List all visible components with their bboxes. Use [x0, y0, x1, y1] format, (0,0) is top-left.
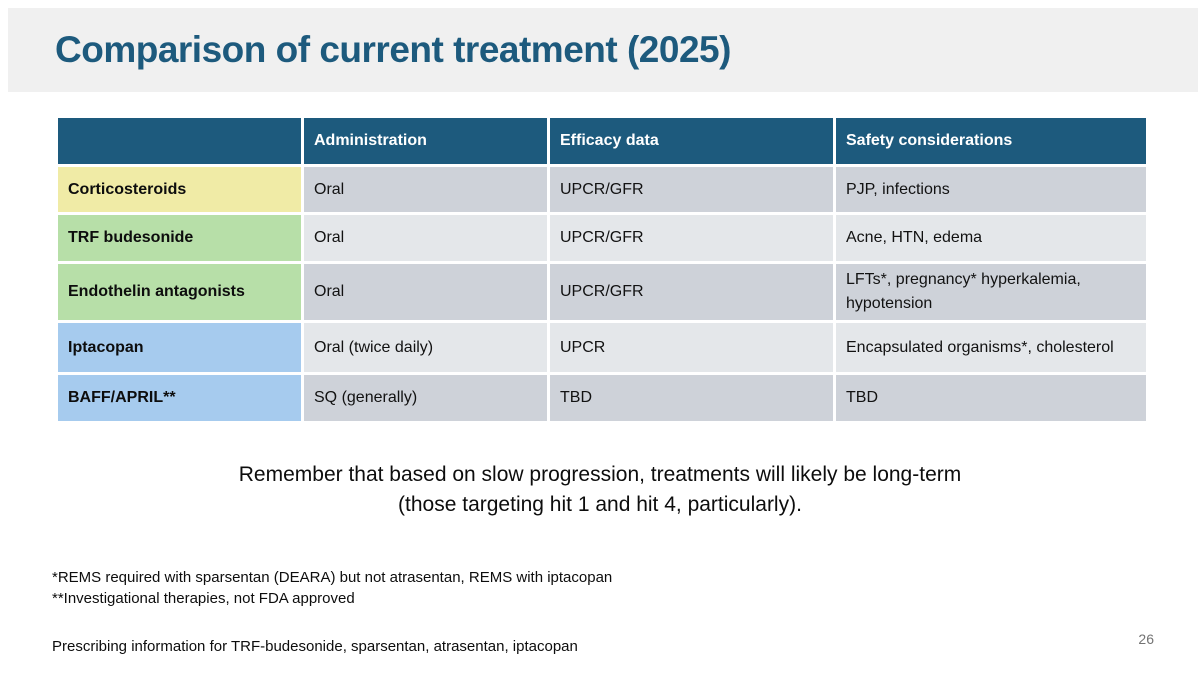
cell-safety: Encapsulated organisms*, cholesterol — [836, 323, 1146, 372]
cell-safety: PJP, infections — [836, 167, 1146, 212]
cell-administration: Oral — [304, 167, 547, 212]
footnote-rems: *REMS required with sparsentan (DEARA) b… — [52, 569, 613, 586]
cell-administration: Oral — [304, 264, 547, 320]
footnote-investigational: **Investigational therapies, not FDA app… — [52, 590, 355, 607]
table-header-efficacy-data: Efficacy data — [550, 118, 833, 164]
title-banner: Comparison of current treatment (2025) — [8, 8, 1198, 92]
row-label-corticosteroids: Corticosteroids — [58, 167, 301, 212]
key-message-note: Remember that based on slow progression,… — [0, 460, 1200, 520]
row-label-trf-budesonide: TRF budesonide — [58, 215, 301, 261]
footnotes: *REMS required with sparsentan (DEARA) b… — [52, 567, 612, 609]
table-row-endothelin-antagonists: Endothelin antagonists Oral UPCR/GFR LFT… — [58, 264, 1146, 320]
row-label-baff-april: BAFF/APRIL** — [58, 375, 301, 421]
cell-safety: LFTs*, pregnancy* hyperkalemia, hypotens… — [836, 264, 1146, 320]
cell-administration: SQ (generally) — [304, 375, 547, 421]
cell-efficacy: TBD — [550, 375, 833, 421]
cell-safety: TBD — [836, 375, 1146, 421]
table-row-trf-budesonide: TRF budesonide Oral UPCR/GFR Acne, HTN, … — [58, 215, 1146, 261]
table-header-administration: Administration — [304, 118, 547, 164]
cell-administration: Oral — [304, 215, 547, 261]
cell-efficacy: UPCR — [550, 323, 833, 372]
cell-efficacy: UPCR/GFR — [550, 215, 833, 261]
table-header-empty — [58, 118, 301, 164]
cell-administration: Oral (twice daily) — [304, 323, 547, 372]
page-number: 26 — [1138, 631, 1154, 647]
cell-efficacy: UPCR/GFR — [550, 167, 833, 212]
row-label-iptacopan: Iptacopan — [58, 323, 301, 372]
table-header-row: Administration Efficacy data Safety cons… — [58, 118, 1146, 164]
prescribing-info-note: Prescribing information for TRF-budesoni… — [52, 638, 578, 655]
slide-title: Comparison of current treatment (2025) — [55, 29, 731, 70]
row-label-endothelin-antagonists: Endothelin antagonists — [58, 264, 301, 320]
table-row-baff-april: BAFF/APRIL** SQ (generally) TBD TBD — [58, 375, 1146, 421]
treatment-comparison-table: Administration Efficacy data Safety cons… — [55, 115, 1149, 424]
table-header-safety-considerations: Safety considerations — [836, 118, 1146, 164]
cell-efficacy: UPCR/GFR — [550, 264, 833, 320]
key-message-line2: (those targeting hit 1 and hit 4, partic… — [398, 493, 802, 516]
table-row-corticosteroids: Corticosteroids Oral UPCR/GFR PJP, infec… — [58, 167, 1146, 212]
key-message-line1: Remember that based on slow progression,… — [238, 463, 962, 486]
table-row-iptacopan: Iptacopan Oral (twice daily) UPCR Encaps… — [58, 323, 1146, 372]
cell-safety: Acne, HTN, edema — [836, 215, 1146, 261]
